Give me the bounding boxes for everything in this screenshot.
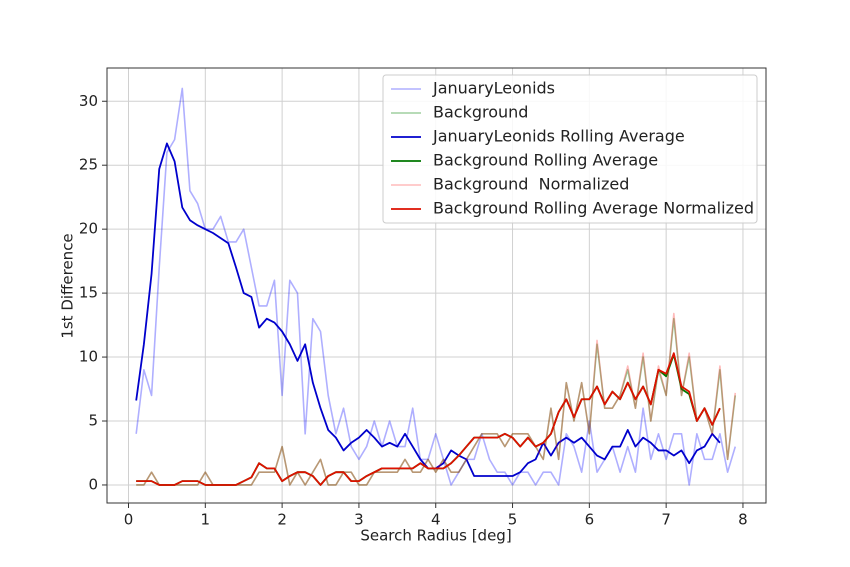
x-axis-label: Search Radius [deg]	[360, 527, 511, 545]
legend-label: Background Rolling Average Normalized	[433, 199, 754, 218]
legend-label: Background Rolling Average	[433, 151, 658, 170]
y-tick-label: 30	[79, 92, 98, 110]
series-line	[135, 87, 737, 486]
x-tick-label: 8	[738, 511, 748, 529]
y-tick-label: 0	[88, 475, 98, 493]
y-tick-label: 15	[79, 284, 98, 302]
x-tick-label: 5	[508, 511, 518, 529]
legend-label: Background Normalized	[433, 175, 629, 194]
x-tick-label: 2	[277, 511, 287, 529]
y-axis-label: 1st Difference	[59, 233, 77, 338]
x-tick-label: 0	[124, 511, 134, 529]
legend-label: JanuaryLeonids	[432, 79, 555, 98]
y-tick-label: 10	[79, 348, 98, 366]
legend-label: Background	[433, 103, 528, 122]
x-tick-label: 4	[431, 511, 441, 529]
legend-label: JanuaryLeonids Rolling Average	[432, 127, 685, 146]
y-tick-label: 5	[88, 412, 98, 430]
y-tick-label: 25	[79, 156, 98, 174]
x-tick-label: 7	[661, 511, 671, 529]
plot-frame	[106, 67, 767, 504]
x-tick-label: 6	[585, 511, 595, 529]
x-tick-label: 3	[354, 511, 364, 529]
series-line	[136, 353, 721, 486]
series-line	[136, 352, 721, 486]
legend-box	[382, 74, 758, 224]
y-tick-label: 20	[79, 220, 98, 238]
x-tick-label: 1	[201, 511, 211, 529]
